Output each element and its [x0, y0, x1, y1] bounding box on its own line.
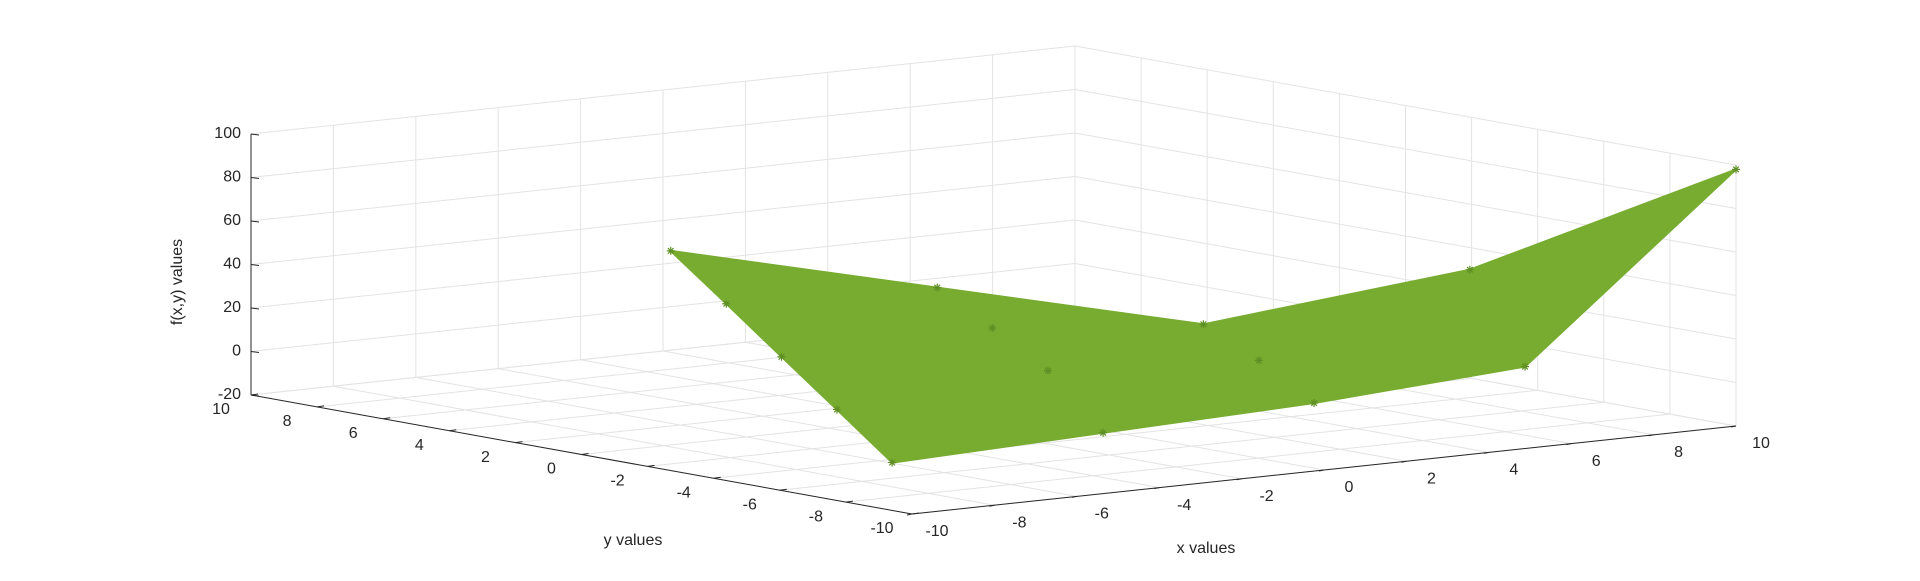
grid-line	[713, 389, 1538, 479]
x-tick	[1071, 495, 1077, 498]
y-tick-label: -8	[809, 508, 823, 525]
x-tick-label: -6	[1095, 506, 1109, 523]
x-tick-label: 4	[1509, 462, 1518, 479]
x-tick	[1566, 443, 1572, 446]
y-tick	[515, 441, 523, 444]
data-point	[1465, 265, 1474, 274]
y-tick-label: -10	[870, 520, 893, 537]
x-tick-label: 6	[1592, 453, 1601, 470]
grid-line	[845, 413, 1670, 503]
x-tick	[1401, 460, 1407, 463]
y-tick	[713, 476, 721, 479]
y-tick-label: -6	[743, 496, 757, 513]
x-tick-label: -10	[925, 523, 948, 540]
z-tick	[250, 220, 260, 223]
y-tick-label: 10	[212, 401, 230, 418]
data-point	[832, 405, 841, 414]
surface-patch	[1202, 268, 1471, 362]
z-axis-title: f(x,y) values	[169, 239, 186, 325]
z-tick-label: 60	[223, 212, 241, 229]
grid-line	[250, 176, 1076, 265]
data-point	[888, 458, 897, 467]
x-tick-label: -4	[1177, 497, 1191, 514]
x-tick	[989, 504, 995, 507]
y-tick-label: 4	[415, 437, 424, 454]
y-tick	[317, 405, 325, 408]
y-axis-title: y values	[604, 532, 663, 549]
z-tick-label: -20	[218, 386, 241, 403]
x-tick	[1236, 478, 1242, 481]
z-tick	[250, 264, 260, 266]
z-tick	[250, 133, 260, 136]
y-tick	[911, 512, 920, 515]
grid-line	[250, 132, 1076, 222]
data-point	[1732, 165, 1740, 174]
data-point	[1521, 362, 1530, 371]
y-tick-label: 0	[547, 461, 556, 478]
grid-line	[1074, 219, 1737, 340]
grid-line	[250, 45, 1076, 135]
y-tick	[845, 500, 853, 503]
x-tick	[1318, 469, 1325, 472]
data-point	[666, 246, 675, 255]
y-tick	[581, 453, 589, 455]
y-tick-label: -2	[610, 473, 624, 490]
y-tick-label: 2	[481, 449, 490, 466]
data-point	[1254, 356, 1263, 365]
grid-line	[779, 401, 1604, 491]
x-tick-label: -2	[1259, 488, 1273, 505]
x-tick	[1154, 487, 1160, 490]
x-axis-title: x values	[1177, 540, 1236, 557]
y-tick	[779, 488, 787, 491]
data-point	[722, 299, 731, 308]
x-tick-label: 10	[1752, 435, 1770, 452]
data-point	[1310, 398, 1319, 407]
surface-patch	[936, 286, 1205, 329]
data-point	[933, 283, 942, 292]
grid-line	[250, 263, 1076, 352]
grid-line	[1074, 45, 1737, 166]
z-tick-label: 80	[223, 169, 241, 186]
z-tick	[250, 351, 260, 353]
data-point	[988, 324, 997, 333]
y-tick-label: 6	[349, 425, 358, 442]
axes: -10-8-6-4-20246810-10-8-6-4-20246810-200…	[212, 125, 1770, 540]
data-point	[1099, 428, 1108, 437]
x-tick-label: 0	[1345, 479, 1354, 496]
y-tick-label: 8	[283, 413, 292, 430]
x-tick	[1648, 434, 1654, 437]
z-tick	[250, 394, 260, 397]
x-tick-label: 2	[1427, 470, 1436, 487]
z-tick-label: 0	[232, 343, 241, 360]
x-tick	[1730, 425, 1737, 428]
y-tick	[383, 417, 391, 420]
x-tick	[906, 513, 913, 516]
y-tick-label: -4	[677, 485, 691, 502]
x-tick-label: -8	[1012, 514, 1026, 531]
data-point	[1043, 366, 1052, 375]
surface-patch	[669, 249, 939, 305]
z-tick-label: 100	[214, 125, 241, 142]
x-tick-label: 8	[1674, 444, 1683, 461]
x-tick	[1483, 451, 1489, 454]
z-tick-label: 40	[223, 256, 241, 273]
y-tick	[449, 429, 457, 432]
grid-line	[250, 89, 1076, 178]
y-tick	[647, 464, 655, 467]
data-marks	[666, 165, 1740, 467]
data-point	[1199, 320, 1208, 329]
grid-line	[250, 219, 1076, 309]
z-tick	[250, 177, 260, 179]
z-tick	[250, 307, 260, 310]
z-tick-label: 20	[223, 299, 241, 316]
surface-patch	[1468, 168, 1737, 368]
data-point	[777, 352, 786, 361]
grid-line	[1074, 89, 1737, 209]
grid-line	[1074, 176, 1737, 296]
